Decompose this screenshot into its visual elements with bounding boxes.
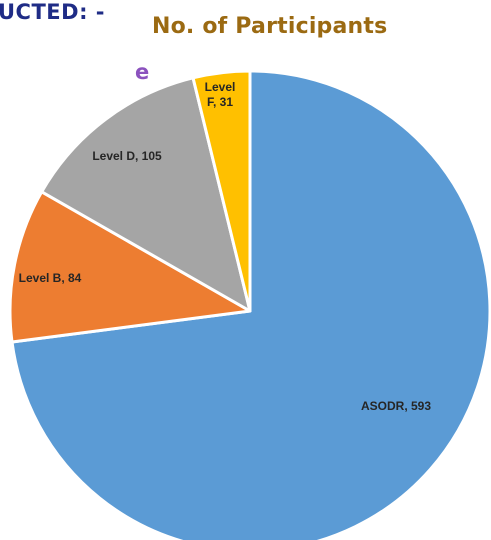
pie-slice-level-b (8, 190, 252, 344)
pie-slices (8, 69, 491, 540)
data-label-level-f: Level F, 31 (205, 80, 236, 109)
background-text-line: UCTED: - (0, 0, 105, 24)
data-label-level-b: Level B, 84 (19, 271, 82, 285)
background-text-line: e (135, 60, 150, 84)
pie-slice-level-d (40, 76, 252, 313)
data-label-asodr: ASODR, 593 (361, 399, 431, 413)
pie-data-labels: ASODR, 593 Level B, 84 Level D, 105 Level F,… (19, 80, 432, 413)
chart-title: No. of Participants (152, 14, 388, 39)
pie-slice-level-f (191, 69, 252, 313)
data-label-level-d: Level D, 105 (92, 149, 162, 163)
